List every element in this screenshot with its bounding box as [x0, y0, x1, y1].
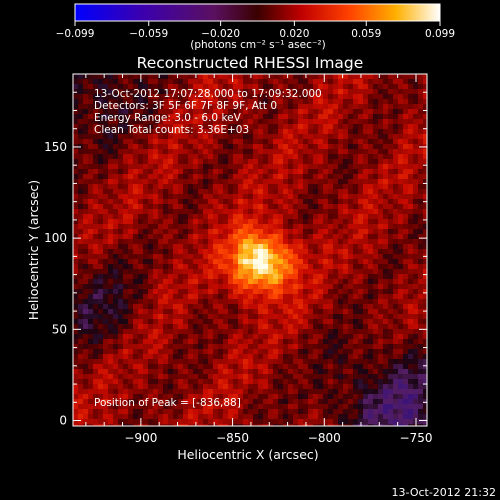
annotation-peak: Position of Peak = [-836,88]: [94, 397, 241, 409]
chart-title: Reconstructed RHESSI Image: [137, 54, 364, 72]
x-tick-label: −900: [124, 431, 157, 445]
x-tick-label: −750: [400, 431, 433, 445]
colorbar-tick-label: 0.059: [351, 28, 381, 40]
footer-timestamp: 13-Oct-2012 21:32: [392, 486, 496, 499]
colorbar-tick-label: −0.099: [56, 28, 95, 40]
x-tick-label: −850: [216, 431, 249, 445]
annotation-energy: Energy Range: 3.0 - 6.0 keV: [94, 112, 242, 124]
colorbar-tick-label: 0.020: [279, 28, 309, 40]
colorbar-tick-label: 0.099: [425, 28, 455, 40]
colorbar-gradient: [74, 3, 441, 22]
axis-ticks: −900 −850 −800 −750 0 50 100 150: [44, 74, 432, 445]
y-tick-label: 0: [59, 414, 67, 428]
colorbar: −0.099 −0.059 −0.020 0.020 0.059 0.099 (photo…: [56, 3, 455, 51]
x-tick-label: −800: [308, 431, 341, 445]
annotations: 13-Oct-2012 17:07:28.000 to 17:09:32.000…: [94, 88, 322, 409]
y-tick-label: 100: [44, 231, 67, 245]
colorbar-units: (photons cm⁻² s⁻¹ asec⁻²): [190, 39, 325, 51]
annotation-time-range: 13-Oct-2012 17:07:28.000 to 17:09:32.000: [94, 88, 322, 100]
annotation-detectors: Detectors: 3F 5F 6F 7F 8F 9F, Att 0: [94, 100, 277, 112]
colorbar-tick-label: −0.059: [129, 28, 168, 40]
plot-frame: [72, 73, 428, 427]
x-axis-label: Heliocentric X (arcsec): [177, 447, 318, 462]
annotation-clean: Clean Total counts: 3.36E+03: [94, 124, 249, 136]
y-axis-label: Heliocentric Y (arcsec): [26, 180, 41, 320]
heatmap-image: [73, 74, 427, 426]
y-tick-label: 150: [44, 140, 67, 154]
colorbar-ticks: −0.099 −0.059 −0.020 0.020 0.059 0.099: [56, 21, 455, 40]
y-tick-label: 50: [52, 322, 67, 336]
colorbar-tick-label: −0.020: [201, 28, 240, 40]
